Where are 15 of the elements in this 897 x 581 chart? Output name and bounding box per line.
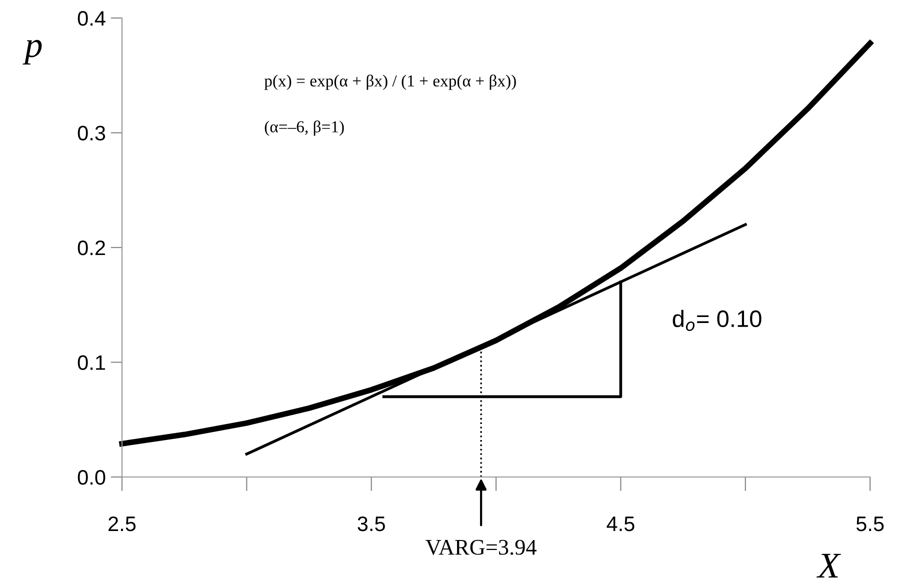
annotation: d$_{o}$= 0.10	[672, 310, 762, 332]
x-axis-title: X	[816, 554, 841, 578]
y-tick-label: 0.3	[78, 126, 106, 141]
x-tick-label: 3.5	[358, 516, 385, 532]
y-tick-label: 0.4	[78, 11, 106, 26]
x-tick-label: 5.5	[856, 516, 884, 532]
y-tick-label: 0.2	[78, 240, 105, 256]
y-tick-label: 0.1	[78, 355, 106, 370]
annotation: (α=–6, β=1)	[264, 120, 344, 136]
y-tick-label: 0.0	[78, 470, 106, 485]
annotation: VARG=3.94	[426, 540, 536, 555]
x-tick-label: 2.5	[108, 516, 136, 532]
y-axis-title: p	[22, 40, 42, 65]
x-tick-label: 4.5	[606, 516, 634, 532]
annotation: p(x) = exp(α + βx) / (1 + exp(α + βx))	[264, 74, 516, 90]
